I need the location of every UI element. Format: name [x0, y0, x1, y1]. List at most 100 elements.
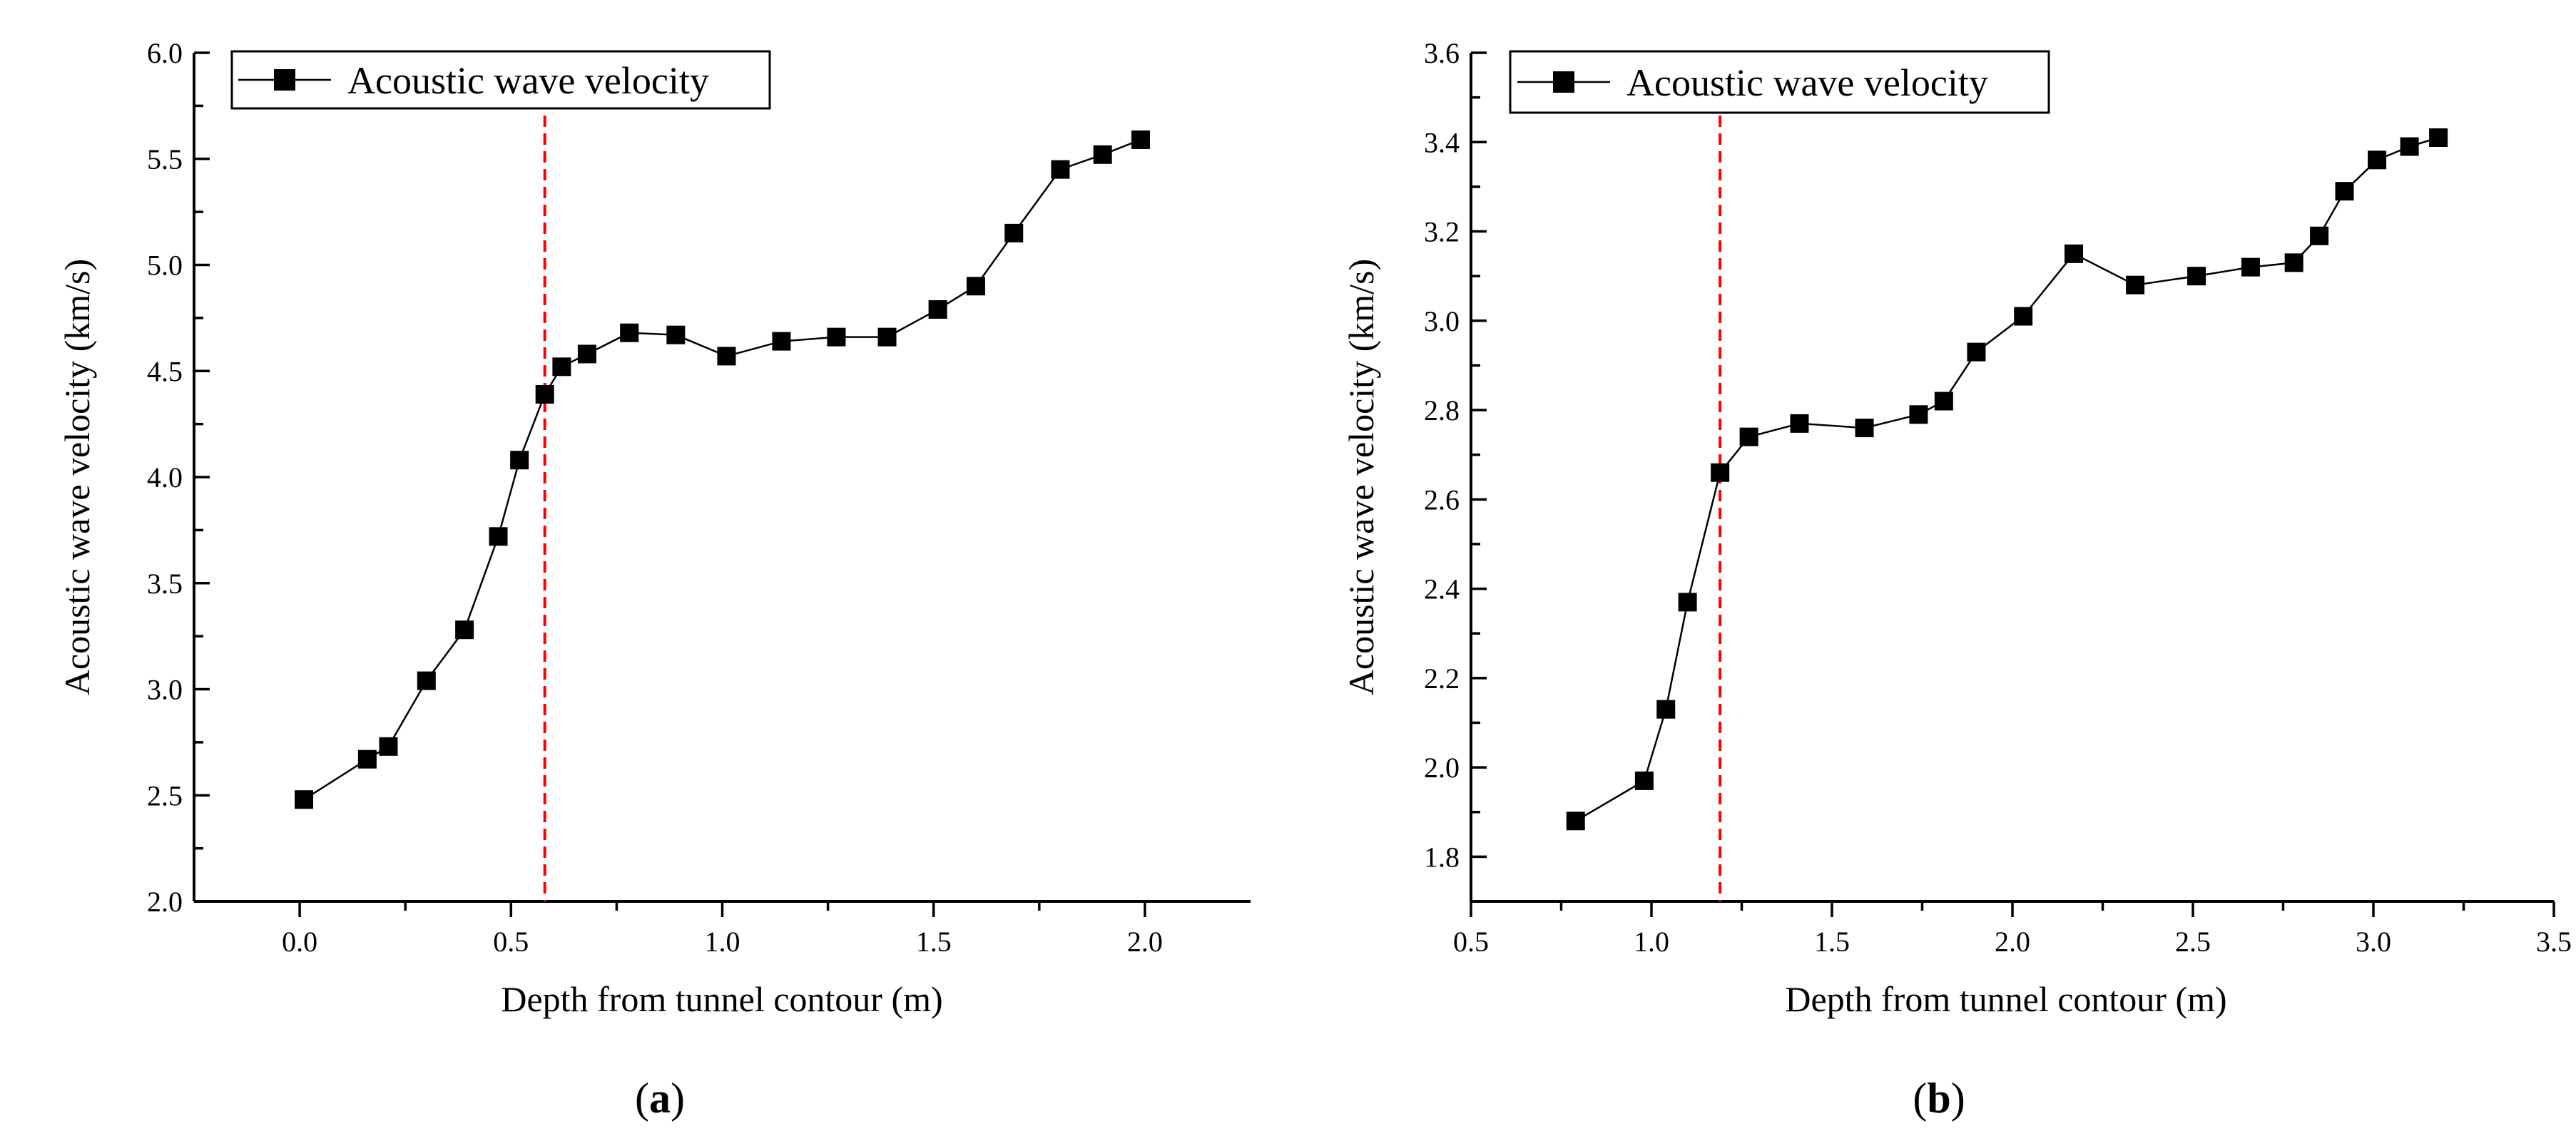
panel-b-legend-marker — [1553, 71, 1574, 93]
panel-a-data-point — [577, 344, 596, 364]
panel-b-data-point — [1566, 812, 1585, 831]
panel-a-y-axis-label: Acoustic wave velocity (km/s) — [57, 259, 97, 695]
panel-b-legend: Acoustic wave velocity — [1509, 50, 2050, 114]
panel-a-markers — [295, 130, 1150, 809]
panel-a-data-point — [417, 671, 436, 690]
panel-a-x-ticks: 0.0 0.5 1.0 1.5 2.0 — [282, 901, 1163, 958]
panel-b-data-point — [2065, 244, 2084, 263]
panel-a-data-point — [827, 327, 846, 347]
panel-b-y-tick-label: 2.8 — [1424, 394, 1460, 426]
panel-b-x-tick-label: 1.5 — [1814, 926, 1850, 958]
panel-b-data-point — [2310, 226, 2329, 245]
panel-a-x-tick-label: 1.5 — [916, 926, 952, 958]
panel-b-y-axis-label: Acoustic wave velocity (km/s) — [1341, 259, 1381, 695]
panel-a-data-point — [535, 384, 554, 404]
panel-a-x-tick-label: 2.0 — [1127, 926, 1163, 958]
panel-a-y-tick-label: 3.0 — [147, 674, 183, 706]
panel-b-y-tick-label: 1.8 — [1424, 841, 1460, 873]
panel-b-x-tick-label: 0.5 — [1453, 926, 1489, 958]
panel-a-data-point — [666, 325, 686, 344]
panel-a-legend-marker — [274, 69, 295, 91]
panel-a-y-tick-label: 5.5 — [147, 143, 183, 175]
panel-b-x-tick-label: 2.0 — [1995, 926, 2030, 958]
panel-b-data-point — [1967, 342, 1986, 362]
panel-b-y-tick-label: 3.6 — [1424, 37, 1460, 69]
panel-b-y-tick-label: 2.0 — [1424, 752, 1460, 784]
panel-b-data-point — [1678, 593, 1697, 612]
panel-b-x-axis-label: Depth from tunnel contour (m) — [1785, 979, 2226, 1019]
panel-a-chart: 0.0 0.5 1.0 1.5 2.0 2.0 2.5 3.0 3.5 4.0 4.5 5.0 5.5… — [57, 37, 1251, 1122]
panel-a-y-tick-label: 4.5 — [147, 355, 183, 387]
panel-a-x-tick-label: 1.0 — [705, 926, 740, 958]
panel-b-y-tick-label: 3.0 — [1424, 305, 1460, 337]
panel-b-series-line — [1575, 136, 2439, 822]
panel-b-y-tick-label: 3.4 — [1424, 126, 1460, 158]
panel-b-data-point — [2126, 275, 2145, 295]
panel-b-x-tick-label: 2.5 — [2175, 926, 2211, 958]
panel-b-legend-label: Acoustic wave velocity — [1626, 61, 1988, 104]
panel-b-data-point — [1634, 771, 1654, 790]
panel-a-data-point — [379, 737, 398, 756]
panel-a-data-point — [455, 620, 474, 640]
panel-b-y-ticks: 1.8 2.0 2.2 2.4 2.6 2.8 3.0 3.2 3.4 3.6 — [1424, 37, 1487, 903]
panel-b-caption: (b) — [1913, 1075, 1965, 1122]
panel-a-data-point — [717, 347, 736, 366]
panel-b-x-tick-label: 3.5 — [2536, 926, 2572, 958]
panel-b-data-point — [2368, 150, 2387, 170]
panel-b-x-tick-label: 1.0 — [1634, 926, 1669, 958]
panel-b-data-point — [2284, 253, 2303, 272]
panel-b-data-point — [2014, 307, 2033, 326]
panel-a-data-point — [1093, 145, 1112, 164]
panel-a-caption: (a) — [635, 1075, 685, 1122]
panel-b-y-tick-label: 3.2 — [1424, 216, 1460, 248]
panel-a-y-tick-label: 4.0 — [147, 461, 183, 493]
panel-b-data-point — [2429, 128, 2448, 147]
panel-a-data-point — [620, 323, 639, 342]
panel-a-data-point — [489, 527, 508, 546]
panel-a-data-point — [1051, 160, 1070, 179]
panel-a-y-ticks: 2.0 2.5 3.0 3.5 4.0 4.5 5.0 5.5 6.0 — [147, 37, 210, 918]
panel-a-data-point — [1131, 130, 1150, 149]
panel-a-legend: Acoustic wave velocity — [230, 50, 771, 110]
panel-a-y-tick-label: 5.0 — [147, 250, 183, 282]
panel-a-x-axis-label: Depth from tunnel contour (m) — [501, 979, 942, 1019]
panel-b-y-tick-label: 2.6 — [1424, 483, 1460, 516]
panel-a-x-tick-label: 0.5 — [493, 926, 529, 958]
panel-a-data-point — [510, 451, 529, 470]
panel-b-data-point — [1790, 414, 1809, 433]
panel-a-data-point — [966, 277, 985, 296]
panel-b-chart: 0.5 1.0 1.5 2.0 2.5 3.0 3.5 1.8 2.0 2.2 2.4 2.6 2.8… — [1341, 37, 2572, 1122]
panel-a-data-point — [357, 749, 377, 769]
panel-b-x-ticks: 0.5 1.0 1.5 2.0 2.5 3.0 3.5 — [1453, 901, 2572, 958]
panel-b-caption-letter: b — [1927, 1075, 1950, 1122]
panel-a-data-point — [928, 300, 947, 319]
panel-b-y-tick-label: 2.4 — [1424, 573, 1460, 605]
panel-a-y-tick-label: 6.0 — [147, 37, 183, 69]
panel-a-caption-letter: a — [649, 1075, 671, 1122]
panel-b-data-point — [2400, 137, 2419, 156]
panel-b-y-tick-label: 2.2 — [1424, 662, 1460, 695]
panel-b-data-point — [2187, 267, 2206, 286]
panel-b-data-point — [1855, 419, 1874, 438]
panel-b-data-point — [1656, 700, 1676, 719]
panel-a-x-tick-label: 0.0 — [282, 926, 317, 958]
panel-b-data-point — [1909, 405, 1928, 424]
panel-a-data-point — [877, 327, 897, 347]
panel-a-y-tick-label: 3.5 — [147, 568, 183, 600]
panel-a-series-line — [303, 138, 1141, 801]
panel-b-data-point — [1934, 392, 1953, 411]
panel-a-data-point — [552, 357, 571, 377]
panel-a-data-point — [772, 332, 791, 351]
panel-a-data-point — [295, 790, 314, 809]
panel-b-markers — [1566, 128, 2448, 831]
panel-b-data-point — [1739, 427, 1758, 446]
panel-b-data-point — [1711, 463, 1730, 482]
panel-b-data-point — [2241, 257, 2260, 277]
panel-b-data-point — [2335, 182, 2354, 201]
panel-a-legend-label: Acoustic wave velocity — [347, 59, 709, 102]
panel-a-y-tick-label: 2.0 — [147, 886, 183, 918]
panel-a-data-point — [1004, 223, 1024, 242]
panel-a-y-tick-label: 2.5 — [147, 779, 183, 812]
panel-b-x-tick-label: 3.0 — [2356, 926, 2391, 958]
